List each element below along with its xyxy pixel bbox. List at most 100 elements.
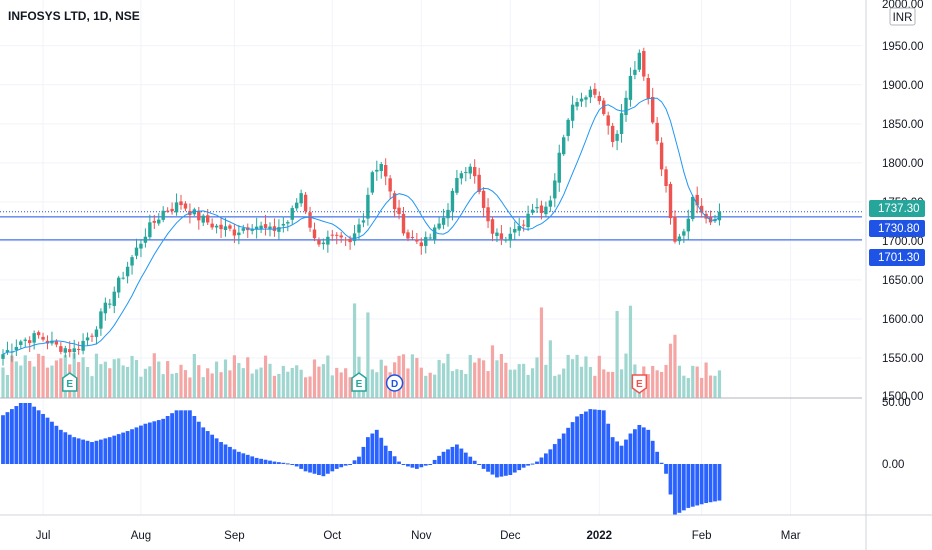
candle-body [379,164,383,171]
oscillator-bar [717,464,722,501]
oscillator-bar [179,410,183,464]
candle-body [570,104,575,121]
candle-body [28,340,32,344]
oscillator-bar [508,464,513,475]
event-letter: E [636,379,643,390]
chart-grid [0,0,862,515]
price-tag-box [869,249,925,266]
candle-body [157,219,161,224]
volume-bar [673,334,677,398]
event-marker-d[interactable]: D [385,374,404,392]
candle-body [686,218,690,232]
candle-body [370,172,375,193]
oscillator-bar [410,464,415,468]
volume-bar [530,368,535,398]
currency-label: INR [893,12,913,24]
volume-bar [121,365,125,398]
price-tag-box [869,220,925,237]
candle-body [321,242,326,245]
volume-bar [508,369,512,398]
volume-bar [281,365,285,398]
oscillator-bar [18,403,23,464]
oscillator-bar [94,440,99,464]
candle-body [548,200,553,207]
candle-body [575,102,579,107]
candle-body [508,233,512,241]
candle-body [339,235,343,238]
volume-bar [544,364,548,398]
candle-body [517,226,521,231]
volume-bar [695,366,699,398]
candle-body [210,223,214,228]
candle-body [566,119,570,136]
volume-bar [700,377,704,398]
time-tick-label: Mar [781,530,801,542]
candle-body [330,234,334,236]
oscillator-bar [361,446,366,464]
candle-body [579,98,584,102]
candle-body [277,227,281,232]
volume-bar [579,366,584,398]
event-marker-e[interactable]: E [351,372,367,392]
volume-bar [308,376,312,398]
candle-body [112,291,116,306]
candle-body [677,236,682,242]
volume-bar [522,363,526,398]
volume-bar [32,366,36,398]
oscillator-bar [10,409,14,464]
event-marker-e[interactable]: E [631,374,648,394]
volume-bar [304,377,308,398]
oscillator-bar [392,456,397,464]
volume-bar [272,375,277,398]
time-tick-label: Sep [224,530,244,542]
candle-body [481,190,486,208]
volume-bar [134,359,139,398]
candle-body [455,178,459,193]
candle-body [308,212,312,228]
oscillator-bar [641,427,646,464]
oscillator-bar [374,429,379,464]
moving-average-line [2,97,720,355]
time-tick-label: Jul [36,530,51,542]
volume-bar [50,365,54,398]
candle-body [562,137,566,155]
candle-body [14,346,19,351]
candle-body [121,277,125,279]
volume-bar [179,364,183,398]
candle-body [165,210,170,212]
candle-body [286,222,290,224]
candle-body [125,266,130,277]
volume-bar [424,375,428,398]
candle-body [682,231,686,236]
candle-body [352,233,357,242]
oscillator-bar [664,464,668,474]
candle-body [68,349,72,353]
candle-body [477,174,481,192]
candle-body [268,226,272,230]
candle-body [366,194,370,219]
candle-body [473,167,477,177]
candle-body [424,237,428,246]
oscillator-bar [67,434,72,464]
candle-body [673,216,677,242]
volume-bar [375,372,379,398]
candle-body [535,207,539,209]
volume-bar [352,303,357,398]
candle-body [659,142,664,170]
volume-bar [339,372,343,398]
event-marker-e[interactable]: E [62,372,78,392]
candle-body [717,211,722,221]
volume-bar [513,369,517,398]
price-tag-label: 1730.80 [878,223,920,235]
oscillator-bar [481,464,486,469]
volume-bar [499,353,503,398]
candle-body [628,75,633,100]
oscillator-bar [548,449,553,464]
candle-body [130,257,134,266]
candle-body [655,122,659,141]
volume-bar [295,365,299,398]
candle-body [72,348,76,353]
volume-bar [539,307,544,398]
